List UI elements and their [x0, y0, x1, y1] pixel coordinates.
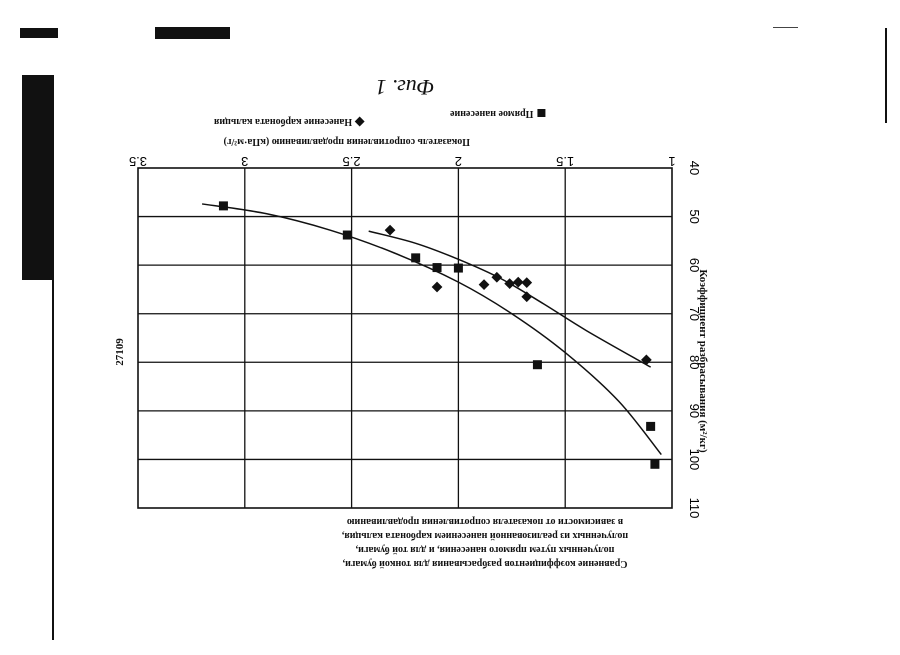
data-point-square-6	[646, 422, 655, 431]
x-tick-label-3: 2.5	[343, 154, 361, 169]
data-point-square-5	[533, 360, 542, 369]
data-point-square-2	[411, 253, 420, 262]
data-point-diamond-8	[641, 354, 652, 365]
caption-line-1: Сравнение коэффициентов разбрасывания дл…	[290, 556, 680, 570]
caption-line-3: полученных из реализованной нанесением к…	[290, 528, 680, 542]
y-tick-label-0: 40	[687, 161, 702, 175]
data-point-square-4	[454, 264, 463, 273]
data-point-diamond-0	[385, 225, 396, 236]
y-tick-label-6: 100	[687, 449, 702, 471]
data-point-square-7	[650, 460, 659, 469]
data-point-diamond-6	[521, 277, 532, 288]
tick-labels: 1 1.5 2 2.5 3 3.5 40 50 60 70 80 90 100 110	[129, 154, 702, 518]
plot-frame	[138, 168, 672, 508]
y-tick-label-3: 70	[687, 306, 702, 320]
y-tick-label-2: 60	[687, 258, 702, 272]
data-point-square-1	[343, 231, 352, 240]
trend-line-direct	[202, 204, 661, 455]
data-point-diamond-4	[504, 278, 515, 289]
y-tick-label-4: 80	[687, 355, 702, 369]
trend-line-calcium	[369, 231, 651, 367]
data-point-diamond-1	[432, 282, 443, 293]
x-tick-label-0: 1	[668, 154, 675, 169]
data-point-diamond-3	[491, 272, 502, 283]
caption-line-4: в зависимости от показателя сопротивлени…	[290, 514, 680, 528]
data-point-diamond-2	[479, 279, 490, 290]
data-point-diamond-7	[521, 291, 532, 302]
x-tick-label-2: 2	[455, 154, 462, 169]
caption-line-2: полученных путем прямого нанесения, и дл…	[290, 542, 680, 556]
y-tick-label-5: 90	[687, 404, 702, 418]
figure-caption: Сравнение коэффициентов разбрасывания дл…	[290, 514, 680, 570]
grid	[138, 168, 672, 508]
y-tick-label-7: 110	[687, 498, 702, 519]
x-tick-label-4: 3	[241, 154, 248, 169]
x-tick-label-5: 3.5	[129, 154, 147, 169]
trend-lines	[202, 204, 661, 455]
x-tick-label-1: 1.5	[556, 154, 574, 169]
data-point-square-3	[433, 263, 442, 272]
data-point-square-0	[219, 201, 228, 210]
y-tick-label-1: 50	[687, 209, 702, 223]
